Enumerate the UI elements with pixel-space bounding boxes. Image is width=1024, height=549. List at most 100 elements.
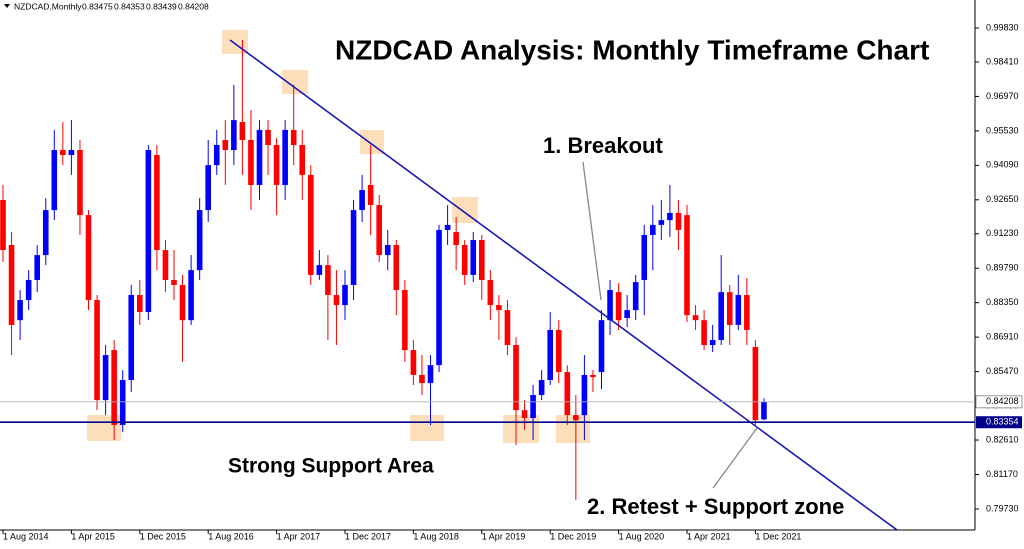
y-tick-label: 0.79730 (986, 503, 1019, 513)
candle-body (205, 165, 211, 211)
x-tick-label: 1 Dec 2019 (550, 531, 596, 541)
y-tick-label: 0.96970 (986, 91, 1019, 101)
candle-body (752, 346, 759, 421)
candle-body (615, 292, 622, 321)
ohlc-low: 0.83439 (146, 1, 177, 11)
candle-body (154, 155, 160, 251)
candle-body (658, 220, 665, 225)
candle-body (667, 212, 673, 221)
candle-body (60, 150, 66, 156)
candle-body (479, 239, 485, 280)
candle-body (0, 200, 6, 251)
annotation: Strong Support Area (228, 455, 434, 478)
trend-line (229, 39, 898, 530)
candle-body (282, 129, 288, 185)
candle-body (77, 150, 83, 216)
candle-body (42, 210, 49, 256)
candle-body (692, 315, 699, 321)
candle-body (299, 145, 306, 175)
y-tick-label: 0.88350 (986, 297, 1019, 307)
candle-body (419, 374, 425, 384)
candle-body (744, 295, 750, 330)
candle-body (624, 310, 630, 318)
y-tick-label: 0.81170 (986, 469, 1018, 479)
y-tick-label: 0.92650 (986, 194, 1019, 204)
candle-body (555, 329, 562, 373)
ohlc-high: 0.84353 (114, 1, 145, 11)
candle-body (367, 184, 374, 206)
candle-body (94, 300, 100, 401)
candle-body (231, 120, 237, 151)
candle-body (85, 215, 92, 301)
candle-body (248, 139, 254, 185)
candle-body (461, 245, 468, 275)
x-tick-label: 1 Aug 2014 (3, 531, 49, 541)
y-tick-label: 0.99830 (986, 22, 1019, 32)
candle-body (607, 290, 613, 321)
candle-body (547, 329, 553, 380)
zone (410, 415, 444, 441)
x-tick-label: 1 Dec 2015 (140, 531, 186, 541)
candle-body (427, 365, 434, 384)
y-tick-label: 0.85470 (986, 366, 1019, 376)
candle-body (111, 350, 117, 425)
candle-body (196, 210, 203, 271)
support-tag-label: 0.83354 (986, 417, 1019, 427)
price-tag-label: 0.84208 (986, 396, 1019, 406)
annotation: 1. Breakout (543, 133, 663, 158)
chart-title: NZDCAD Analysis: Monthly Timeframe Chart (335, 34, 929, 65)
x-tick-label: 1 Apr 2021 (687, 531, 731, 541)
candle-body (51, 150, 58, 211)
candle-body (581, 374, 588, 416)
x-tick-label: 1 Apr 2019 (482, 531, 526, 541)
candle-body (735, 295, 742, 325)
candle-body (350, 210, 357, 285)
candle-body (25, 279, 32, 301)
candle-body (376, 205, 382, 256)
candle-body (325, 265, 331, 296)
candle-body (68, 150, 75, 156)
candle-body (128, 295, 135, 380)
x-tick-label: 1 Dec 2017 (345, 531, 391, 541)
candle-body (342, 284, 348, 306)
x-tick-label: 1 Apr 2017 (277, 531, 321, 541)
candle-body (265, 129, 271, 146)
candle-body (410, 350, 417, 375)
x-tick-label: 1 Aug 2016 (208, 531, 254, 541)
candle-body (496, 305, 502, 311)
candle-body (684, 215, 690, 316)
candle-body (538, 379, 545, 396)
candle-body (171, 279, 177, 285)
candle-body (402, 290, 408, 351)
candle-body (222, 139, 229, 151)
candle-body (573, 415, 579, 421)
candle-body (333, 295, 340, 306)
ohlc-open: 0.83475 (82, 1, 113, 11)
candle-body (761, 401, 767, 420)
y-tick-label: 0.89790 (986, 263, 1019, 273)
candle-body (213, 145, 220, 166)
candle-body (34, 255, 40, 280)
ohlc-close: 0.84208 (178, 1, 209, 11)
x-tick-label: 1 Aug 2020 (619, 531, 665, 541)
candle-body (359, 189, 365, 211)
candle-body (598, 320, 605, 373)
candle-body (564, 372, 571, 416)
candles (0, 39, 767, 501)
menu-icon (4, 4, 10, 8)
candle-body (137, 295, 143, 313)
candle-body (102, 355, 109, 401)
candle-body (8, 245, 15, 325)
candle-body (308, 174, 314, 275)
candle-body (393, 245, 400, 291)
candle-body (504, 310, 511, 346)
candle-body (145, 150, 152, 313)
candle-body (17, 300, 23, 321)
candle-body (384, 245, 391, 256)
candle-body (641, 234, 648, 280)
support-tag (976, 416, 1022, 429)
candle-body (650, 224, 656, 235)
candle-body (701, 320, 707, 346)
y-tick-label: 0.95530 (986, 125, 1019, 135)
